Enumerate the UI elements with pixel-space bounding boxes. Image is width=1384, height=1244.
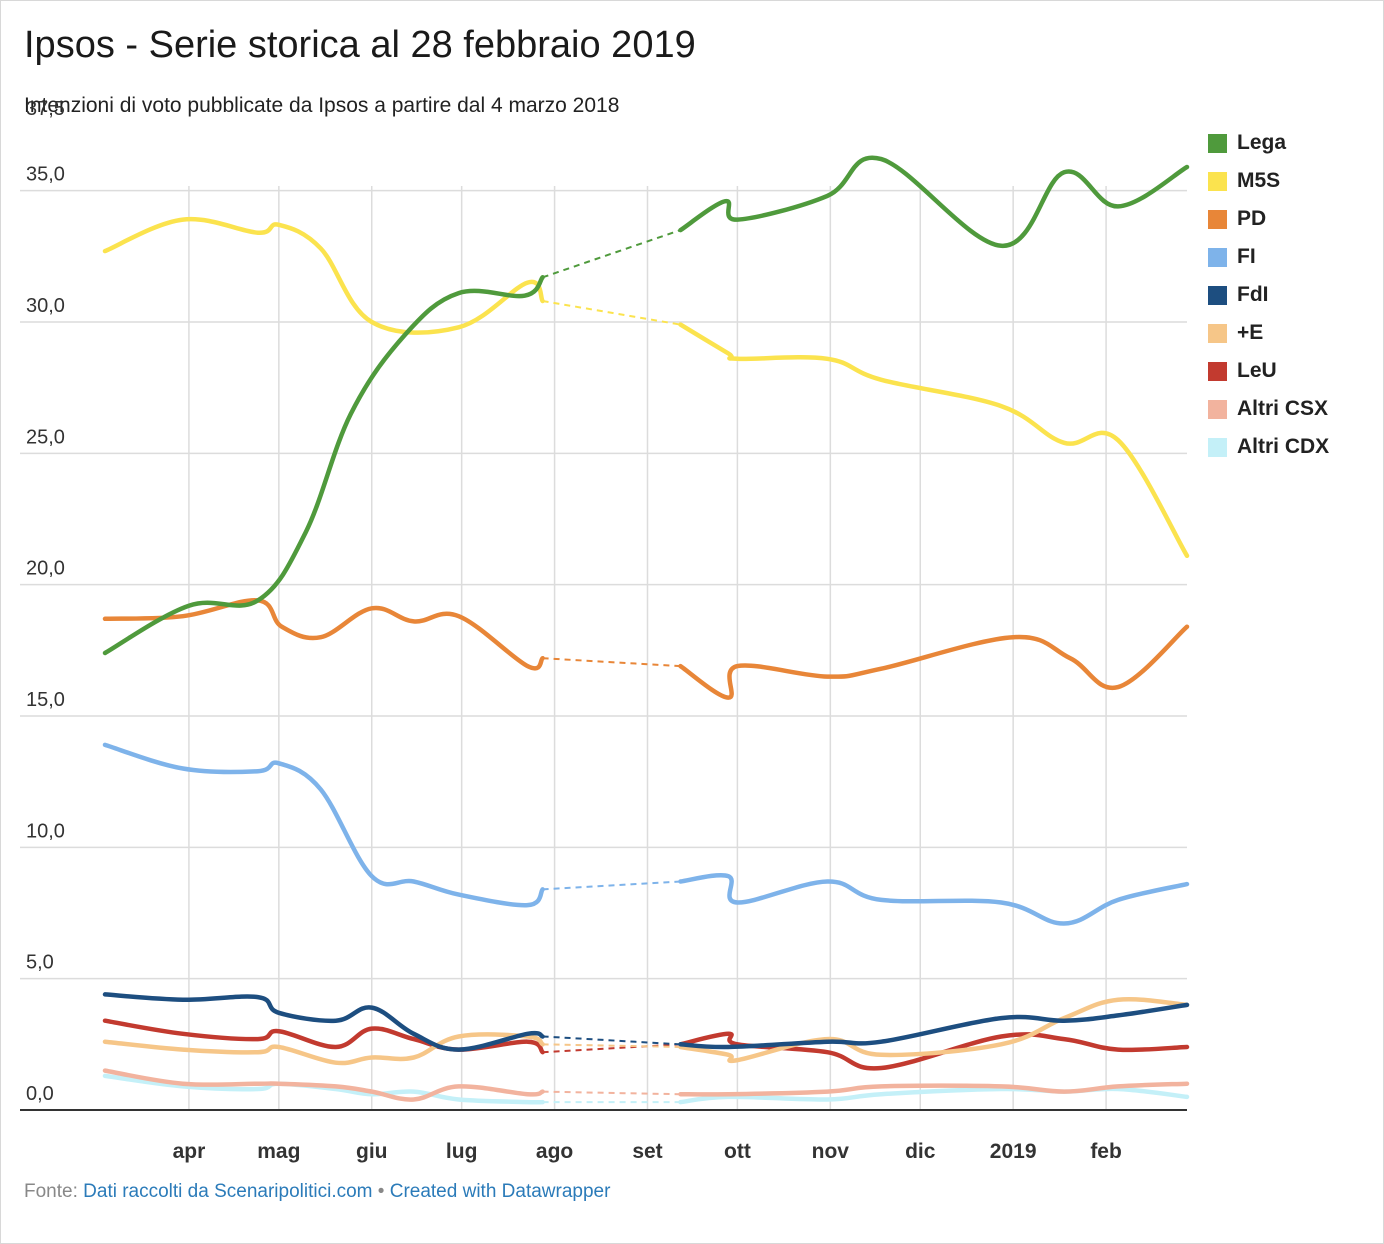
legend-swatch xyxy=(1208,399,1227,419)
legend-label: FI xyxy=(1237,245,1256,268)
x-tick-label: dic xyxy=(905,1140,936,1163)
y-axis-ticks: 0,0 5,0 10,0 15,0 20,0 25,0 30,0 35,0 37,5 xyxy=(26,98,65,1105)
legend-label: Altri CSX xyxy=(1237,397,1329,420)
y-tick-label: 35,0 xyxy=(26,164,65,186)
series-line-e xyxy=(678,996,1190,1064)
series-line-lega xyxy=(678,155,1190,249)
legend-item-altri-cdx: Altri CDX xyxy=(1208,428,1329,466)
legend-label: Altri CDX xyxy=(1237,435,1330,458)
series-line-fi xyxy=(102,742,545,908)
legend-item-e: +E xyxy=(1208,314,1329,352)
legend-item-lega: Lega xyxy=(1208,124,1329,162)
y-tick-label: 25,0 xyxy=(26,426,65,448)
legend-swatch xyxy=(1208,171,1227,191)
footer-prefix: Fonte: xyxy=(24,1181,84,1202)
series-gap-m5s xyxy=(542,300,681,326)
series-line-leu xyxy=(102,1018,545,1055)
y-tick-label: 5,0 xyxy=(26,952,54,974)
legend-swatch xyxy=(1208,361,1227,381)
x-tick-label: nov xyxy=(812,1140,850,1163)
y-tick-label: 20,0 xyxy=(26,558,65,580)
series-e xyxy=(102,996,1190,1066)
legend-item-altri-csx: Altri CSX xyxy=(1208,390,1329,428)
series-line-fdi xyxy=(102,992,545,1052)
footer: Fonte: Dati raccolti da Scenaripolitici.… xyxy=(24,1181,610,1203)
series-lines xyxy=(102,155,1190,1105)
legend-label: LeU xyxy=(1237,359,1277,382)
series-line-altri-cdx xyxy=(102,1073,545,1105)
series-line-fi xyxy=(678,873,1190,926)
series-line-e xyxy=(102,1032,545,1066)
x-tick-label: set xyxy=(632,1140,662,1163)
legend-item-leu: LeU xyxy=(1208,352,1329,390)
series-gap-fi xyxy=(542,880,681,891)
series-line-m5s xyxy=(102,216,545,335)
series-gap-altri-csx xyxy=(542,1090,681,1096)
source-link[interactable]: Dati raccolti da Scenaripolitici.com xyxy=(83,1181,373,1202)
series-line-leu xyxy=(678,1031,1190,1071)
x-tick-label: giu xyxy=(356,1140,388,1163)
x-tick-label: ott xyxy=(724,1140,751,1163)
x-tick-label: apr xyxy=(173,1140,206,1163)
legend-swatch xyxy=(1208,133,1227,153)
legend-item-fdi: FdI xyxy=(1208,276,1329,314)
legend-swatch xyxy=(1208,323,1227,343)
series-pd xyxy=(102,598,1190,700)
series-line-altri-csx xyxy=(102,1068,545,1102)
legend-item-pd: PD xyxy=(1208,200,1329,238)
series-line-m5s xyxy=(678,322,1190,559)
grid-lines xyxy=(20,186,1187,1111)
chart-subtitle: Intenzioni di voto pubblicate da Ipsos a… xyxy=(24,94,620,117)
series-line-pd xyxy=(678,624,1190,700)
x-tick-label: lug xyxy=(446,1140,478,1163)
datawrapper-link[interactable]: Created with Datawrapper xyxy=(389,1181,611,1202)
y-tick-label: 0,0 xyxy=(26,1083,54,1105)
series-line-altri-csx xyxy=(678,1081,1190,1097)
series-line-pd xyxy=(102,598,545,671)
x-tick-label: feb xyxy=(1090,1140,1122,1163)
series-gap-fdi xyxy=(542,1035,681,1046)
legend-label: +E xyxy=(1237,321,1264,344)
legend-label: M5S xyxy=(1237,169,1281,192)
series-line-fdi xyxy=(678,1002,1190,1050)
footer-separator: • xyxy=(372,1181,390,1202)
legend: Lega M5S PD FI FdI +E LeU Altri CSX Altri CDX xyxy=(1208,124,1329,466)
legend-item-fi: FI xyxy=(1208,238,1329,276)
y-tick-label: 30,0 xyxy=(26,295,65,317)
series-line-lega xyxy=(102,275,545,656)
x-tick-label: ago xyxy=(536,1140,573,1163)
series-fdi xyxy=(102,992,1190,1052)
x-axis-ticks: apr mag giu lug ago set ott nov dic 2019 feb xyxy=(173,1140,1122,1163)
legend-swatch xyxy=(1208,247,1227,267)
series-gap-pd xyxy=(542,657,681,668)
series-altri-csx xyxy=(102,1068,1190,1102)
legend-swatch xyxy=(1208,209,1227,229)
legend-swatch xyxy=(1208,285,1227,305)
legend-swatch xyxy=(1208,437,1227,457)
legend-item-m5s: M5S xyxy=(1208,162,1329,200)
x-tick-label: mag xyxy=(257,1140,300,1163)
y-tick-label: 37,5 xyxy=(26,98,65,120)
y-tick-label: 15,0 xyxy=(26,689,65,711)
series-fi xyxy=(102,742,1190,926)
x-tick-label: 2019 xyxy=(990,1140,1037,1163)
series-lega xyxy=(102,155,1190,656)
series-leu xyxy=(102,1018,1190,1071)
series-gap-lega xyxy=(542,229,681,279)
y-tick-label: 10,0 xyxy=(26,820,65,842)
chart-title: Ipsos - Serie storica al 28 febbraio 201… xyxy=(24,24,696,66)
series-gap-e xyxy=(542,1043,681,1048)
legend-label: Lega xyxy=(1237,131,1287,154)
series-m5s xyxy=(102,216,1190,559)
legend-label: PD xyxy=(1237,207,1267,230)
legend-label: FdI xyxy=(1237,283,1269,306)
